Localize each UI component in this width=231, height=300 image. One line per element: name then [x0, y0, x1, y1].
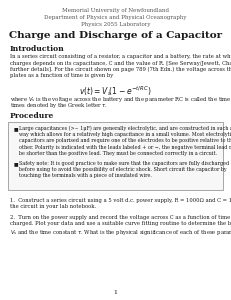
Text: Procedure: Procedure — [10, 112, 54, 120]
Text: Memorial University of Newfoundland: Memorial University of Newfoundland — [62, 8, 169, 13]
Text: In a series circuit consisting of a resistor, a capacitor and a battery, the rat: In a series circuit consisting of a resi… — [10, 54, 231, 59]
Text: ■: ■ — [14, 161, 19, 166]
Text: the circuit in your lab notebook.: the circuit in your lab notebook. — [10, 204, 96, 209]
Text: charged. Plot your data and use a suitable curve fitting routine to determine th: charged. Plot your data and use a suitab… — [10, 221, 231, 226]
Text: be shorter than the positive lead. They must be connected correctly in a circuit: be shorter than the positive lead. They … — [19, 151, 217, 156]
Text: touching the terminals with a piece of insulated wire.: touching the terminals with a piece of i… — [19, 173, 152, 178]
Text: before using to avoid the possibility of electric shock. Short circuit the capac: before using to avoid the possibility of… — [19, 167, 227, 172]
Text: $v(t) = V_s\!\left(1 - e^{-t/RC}\right)$: $v(t) = V_s\!\left(1 - e^{-t/RC}\right)$ — [79, 84, 152, 98]
Text: charges depends on its capacitance, C and the value of R. [See Serway/Jewett, Ch: charges depends on its capacitance, C an… — [10, 61, 231, 65]
Text: other. Polarity is indicated with the leads labeled + or −, the negative termina: other. Polarity is indicated with the le… — [19, 145, 231, 150]
Text: plates as a function of time is given by: plates as a function of time is given by — [10, 74, 113, 79]
Text: 1: 1 — [113, 290, 118, 295]
Text: capacitors are polarised and require one of the electrodes to be positive relati: capacitors are polarised and require one… — [19, 138, 231, 143]
Text: Safety note: It is good practice to make sure that the capacitors are fully disc: Safety note: It is good practice to make… — [19, 161, 229, 166]
Text: Large capacitances (>~ 1μF) are generally electrolytic, and are constructed in s: Large capacitances (>~ 1μF) are generall… — [19, 126, 231, 131]
Text: where $V_s$ is the voltage across the battery and the parameter RC is called the: where $V_s$ is the voltage across the ba… — [10, 95, 231, 104]
Text: Physics 2055 Laboratory: Physics 2055 Laboratory — [81, 22, 150, 27]
Text: $V_s$ and the time constant $\tau$. What is the physical significance of each of: $V_s$ and the time constant $\tau$. What… — [10, 228, 231, 237]
Text: Department of Physics and Physical Oceanography: Department of Physics and Physical Ocean… — [44, 15, 187, 20]
FancyBboxPatch shape — [8, 122, 223, 190]
Text: ■: ■ — [14, 126, 19, 131]
Text: Introduction: Introduction — [10, 45, 65, 53]
Text: further details]. For the circuit shown on page 789 (7th Edn.) the voltage acros: further details]. For the circuit shown … — [10, 67, 231, 72]
Text: Charge and Discharge of a Capacitor: Charge and Discharge of a Capacitor — [9, 31, 222, 40]
Text: way which allows for a relatively high capacitance in a small volume. Most elect: way which allows for a relatively high c… — [19, 132, 231, 137]
Text: 1.  Construct a series circuit using a 5 volt d.c. power supply, R = 1000Ω and C: 1. Construct a series circuit using a 5 … — [10, 198, 231, 203]
Text: 2.  Turn on the power supply and record the voltage across C as a function of ti: 2. Turn on the power supply and record t… — [10, 214, 231, 220]
Text: times denoted by the Greek letter $\tau$.: times denoted by the Greek letter $\tau$… — [10, 101, 108, 110]
